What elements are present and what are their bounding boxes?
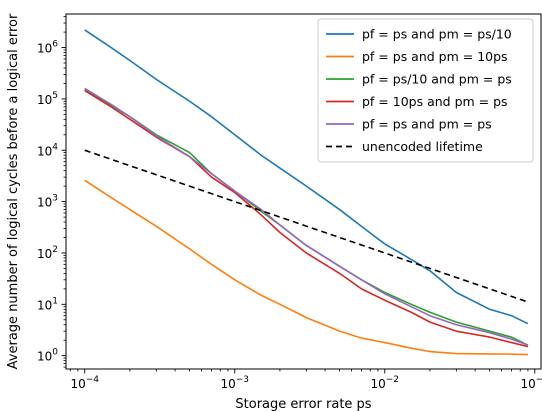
legend-label: pf = ps and pm = ps/10 xyxy=(362,27,512,42)
plot-lines xyxy=(84,29,529,356)
series-line-4 xyxy=(84,89,529,348)
legend: pf = ps and pm = ps/10 pf = ps and pm = 1… xyxy=(317,18,534,163)
series-line-6 xyxy=(84,149,529,303)
y-tick-label: 104 xyxy=(37,142,58,158)
series-line-1 xyxy=(84,29,529,325)
y-tick-label: 103 xyxy=(37,194,58,210)
y-axis: 100 101 102 103 104 105 106 xyxy=(37,16,66,368)
legend-label: unencoded lifetime xyxy=(362,139,483,154)
plot-area-frame xyxy=(65,13,542,370)
y-tick-label: 101 xyxy=(37,296,58,312)
y-tick-label: 102 xyxy=(37,245,58,261)
x-tick-label: 10−3 xyxy=(220,375,249,391)
legend-label: pf = ps and pm = 10ps xyxy=(362,49,508,64)
y-tick-label: 100 xyxy=(37,348,58,364)
y-tick-label: 106 xyxy=(37,40,58,56)
series-line-5 xyxy=(84,87,529,346)
legend-label: pf = ps and pm = ps xyxy=(362,117,492,132)
x-tick-label: 10−4 xyxy=(70,375,99,391)
series-line-2 xyxy=(84,179,528,356)
y-axis-label: Average number of logical cycles before … xyxy=(6,13,21,369)
legend-label: pf = 10ps and pm = ps xyxy=(362,94,508,109)
legend-label: pf = ps/10 and pm = ps xyxy=(362,72,512,87)
x-tick-label: 10−1 xyxy=(521,375,542,391)
x-tick-label: 10−2 xyxy=(370,375,399,391)
legend-box xyxy=(317,18,534,163)
x-axis-label: Storage error rate ps xyxy=(235,397,371,412)
x-axis: 10−4 10−3 10−2 10−1 xyxy=(69,369,542,391)
y-tick-label: 105 xyxy=(37,91,58,107)
